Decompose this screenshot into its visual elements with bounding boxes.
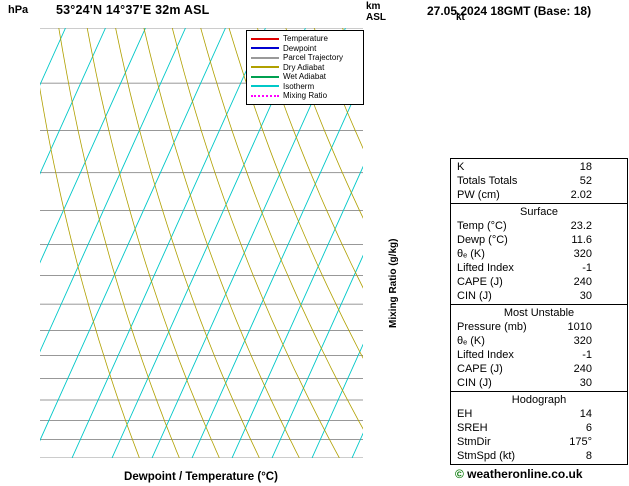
legend-item-label: Wet Adiabat bbox=[283, 72, 326, 82]
legend-item: Dry Adiabat bbox=[251, 63, 363, 73]
altitude-axis-unit-km: km bbox=[366, 1, 381, 12]
stat-label: EH bbox=[457, 408, 473, 420]
stat-label: Lifted Index bbox=[457, 262, 514, 274]
stat-value: 18 bbox=[579, 161, 592, 173]
stat-label: CAPE (J) bbox=[457, 363, 503, 375]
legend-swatch bbox=[251, 94, 279, 97]
stat-label: CAPE (J) bbox=[457, 276, 503, 288]
stat-row: θₑ (K) 320 bbox=[451, 334, 627, 348]
stats-section-title: Most Unstable bbox=[503, 307, 575, 319]
hodograph-unit-label: kt bbox=[456, 12, 465, 23]
stat-value: 320 bbox=[573, 335, 592, 347]
stat-value: 6 bbox=[585, 422, 592, 434]
legend-item-label: Mixing Ratio bbox=[283, 91, 328, 101]
stat-label: θₑ (K) bbox=[457, 335, 485, 347]
stat-value: 175° bbox=[569, 436, 592, 448]
legend-item: Parcel Trajectory bbox=[251, 53, 363, 63]
stat-row: CIN (J) 30 bbox=[451, 376, 627, 390]
copyright-symbol: © bbox=[455, 467, 464, 481]
stat-row: EH 14 bbox=[451, 407, 627, 421]
stats-section: Hodograph EH 14 SREH 6 StmDir 175° StmSpd (kt) 8 bbox=[451, 391, 627, 464]
stat-row: Lifted Index -1 bbox=[451, 261, 627, 275]
stat-value: 1010 bbox=[567, 321, 592, 333]
stat-value: 30 bbox=[579, 290, 592, 302]
pressure-gridlines bbox=[40, 28, 363, 458]
legend-item-label: Dry Adiabat bbox=[283, 62, 325, 72]
temperature-axis-title: Dewpoint / Temperature (°C) bbox=[124, 471, 278, 483]
altitude-axis-unit: km ASL bbox=[366, 1, 386, 23]
stat-row: K 18 bbox=[451, 160, 627, 174]
stat-label: PW (cm) bbox=[457, 189, 500, 201]
stat-value: 8 bbox=[585, 450, 592, 462]
stat-label: StmSpd (kt) bbox=[457, 450, 516, 462]
stat-value: -1 bbox=[582, 262, 592, 274]
run-datetime: 27.05.2024 18GMT (Base: 18) bbox=[427, 4, 592, 18]
legend-swatch bbox=[251, 75, 279, 78]
legend-swatch bbox=[251, 47, 279, 50]
stat-label: Temp (°C) bbox=[457, 220, 507, 232]
legend-item: Wet Adiabat bbox=[251, 72, 363, 82]
stat-row: Dewp (°C) 11.6 bbox=[451, 233, 627, 247]
stat-value: 320 bbox=[573, 248, 592, 260]
legend-swatch bbox=[251, 85, 279, 88]
stat-value: 11.6 bbox=[571, 234, 592, 246]
stat-row: Pressure (mb) 1010 bbox=[451, 320, 627, 334]
stat-row: CAPE (J) 240 bbox=[451, 275, 627, 289]
stat-row: Totals Totals 52 bbox=[451, 174, 627, 188]
legend-item-label: Isotherm bbox=[283, 81, 315, 91]
stat-row: StmDir 175° bbox=[451, 435, 627, 449]
stats-section-title: Hodograph bbox=[511, 394, 567, 406]
stat-value: -1 bbox=[582, 349, 592, 361]
legend-item: Dewpoint bbox=[251, 44, 363, 54]
legend-swatch bbox=[251, 37, 279, 40]
stat-label: K bbox=[457, 161, 465, 173]
stats-section-indices: K 18 Totals Totals 52 PW (cm) 2.02 bbox=[451, 159, 627, 203]
stat-row: SREH 6 bbox=[451, 421, 627, 435]
legend: Temperature Dewpoint Parcel Trajectory Dry … bbox=[246, 30, 364, 105]
stat-value: 30 bbox=[579, 377, 592, 389]
legend-swatch bbox=[251, 66, 279, 69]
legend-item: Mixing Ratio bbox=[251, 91, 363, 101]
stat-row: Temp (°C) 23.2 bbox=[451, 219, 627, 233]
legend-item-label: Temperature bbox=[283, 34, 328, 44]
legend-swatch bbox=[251, 56, 279, 59]
dry-adiabats bbox=[40, 28, 363, 458]
stat-row: CAPE (J) 240 bbox=[451, 362, 627, 376]
altitude-axis-unit-asl: ASL bbox=[366, 12, 386, 23]
stat-label: Lifted Index bbox=[457, 349, 514, 361]
stat-row: θₑ (K) 320 bbox=[451, 247, 627, 261]
copyright-text: weatheronline.co.uk bbox=[463, 467, 583, 481]
stats-section-title: Surface bbox=[520, 206, 558, 218]
copyright: © weatheronline.co.uk bbox=[455, 467, 583, 481]
legend-item: Temperature bbox=[251, 34, 363, 44]
legend-item: Isotherm bbox=[251, 82, 363, 92]
stat-label: SREH bbox=[457, 422, 488, 434]
stat-label: CIN (J) bbox=[457, 377, 492, 389]
stat-value: 14 bbox=[579, 408, 592, 420]
legend-item-label: Dewpoint bbox=[283, 43, 317, 53]
stat-label: Dewp (°C) bbox=[457, 234, 508, 246]
stat-row: Lifted Index -1 bbox=[451, 348, 627, 362]
stat-row: PW (cm) 2.02 bbox=[451, 188, 627, 202]
pressure-axis-unit: hPa bbox=[8, 4, 29, 16]
station-title: 53°24'N 14°37'E 32m ASL bbox=[56, 3, 210, 17]
stat-row: CIN (J) 30 bbox=[451, 289, 627, 303]
stat-label: CIN (J) bbox=[457, 290, 492, 302]
stat-value: 240 bbox=[573, 363, 592, 375]
legend-item-label: Parcel Trajectory bbox=[283, 53, 344, 63]
stats-section: Most Unstable Pressure (mb) 1010 θₑ (K) 320 L… bbox=[451, 304, 627, 391]
stat-row: StmSpd (kt) 8 bbox=[451, 449, 627, 463]
stat-value: 23.2 bbox=[570, 220, 592, 232]
stat-value: 240 bbox=[573, 276, 592, 288]
stats-section: Surface Temp (°C) 23.2 Dewp (°C) 11.6 θₑ (K) 3… bbox=[451, 203, 627, 304]
stat-label: Pressure (mb) bbox=[457, 321, 527, 333]
mixing-ratio-axis-title: Mixing Ratio (g/kg) bbox=[388, 238, 399, 328]
stat-label: θₑ (K) bbox=[457, 248, 485, 260]
stat-value: 52 bbox=[579, 175, 592, 187]
indices-panel: K 18 Totals Totals 52 PW (cm) 2.02 Surface Temp… bbox=[450, 158, 628, 465]
stat-label: StmDir bbox=[457, 436, 491, 448]
stat-value: 2.02 bbox=[570, 189, 592, 201]
stat-label: Totals Totals bbox=[457, 175, 518, 187]
